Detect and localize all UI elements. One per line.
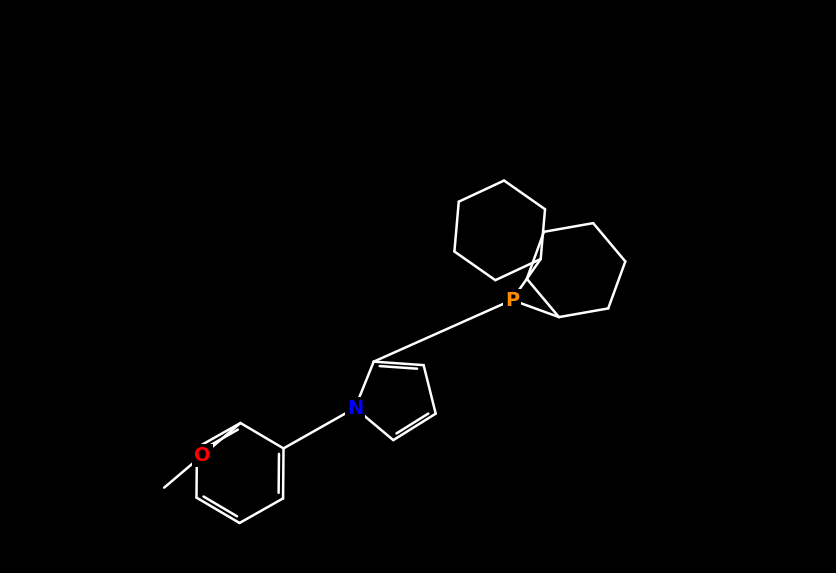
- Text: O: O: [194, 446, 211, 465]
- Text: N: N: [347, 398, 363, 418]
- Text: P: P: [505, 291, 519, 309]
- Text: O: O: [194, 446, 211, 465]
